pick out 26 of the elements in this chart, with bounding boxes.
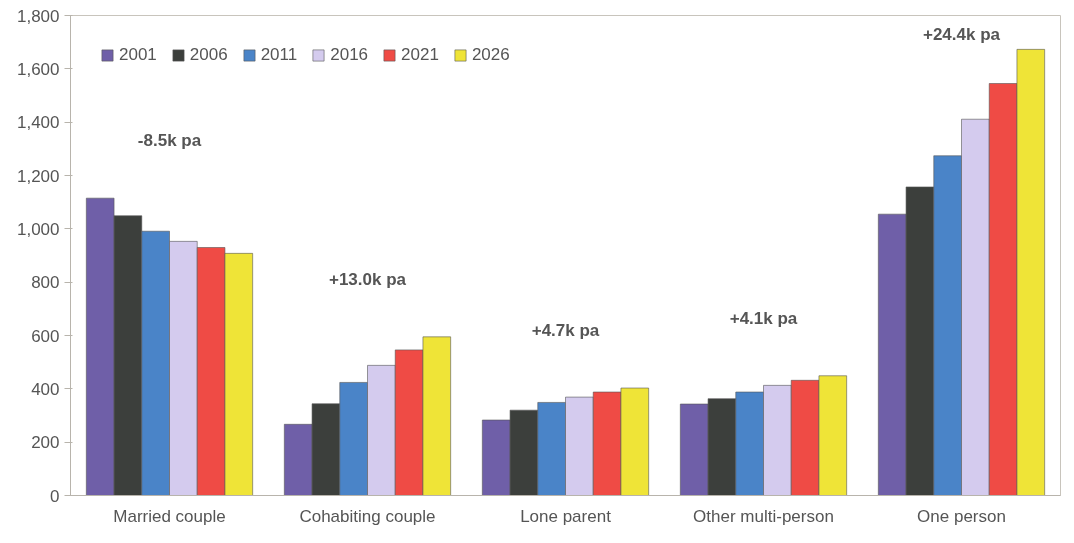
legend-label: 2011 (260, 45, 298, 65)
annotation: +24.4k pa (922, 25, 1001, 45)
legend-label: 2001 (119, 45, 157, 65)
legend-label: 2021 (401, 45, 439, 65)
y-tick-label: 1,400 (16, 113, 60, 133)
annotation: +4.1k pa (729, 308, 798, 328)
annotation: -8.5k pa (137, 131, 202, 151)
y-tick-label: 400 (31, 379, 60, 399)
y-tick-label: 800 (31, 273, 60, 293)
y-tick-label: 600 (31, 326, 60, 346)
x-tick-label: One person (917, 506, 1006, 526)
x-tick-label: Lone parent (520, 506, 612, 526)
annotation: +4.7k pa (531, 320, 600, 340)
x-tick-label: Other multi-person (693, 506, 834, 526)
y-tick-label: 200 (31, 433, 60, 453)
x-tick-label: Cohabiting couple (299, 506, 436, 526)
legend-label: 2016 (330, 45, 369, 65)
y-tick-label: 1,000 (16, 219, 60, 239)
annotation: +13.0k pa (328, 269, 407, 289)
y-tick-label: 1,600 (16, 59, 60, 79)
y-tick-label: 1,800 (16, 6, 60, 26)
legend-label: 2026 (471, 45, 510, 65)
x-tick-label: Married couple (113, 506, 226, 526)
legend-label: 2006 (189, 45, 228, 65)
y-tick-label: 0 (50, 486, 60, 506)
y-tick-label: 1,200 (16, 166, 60, 186)
